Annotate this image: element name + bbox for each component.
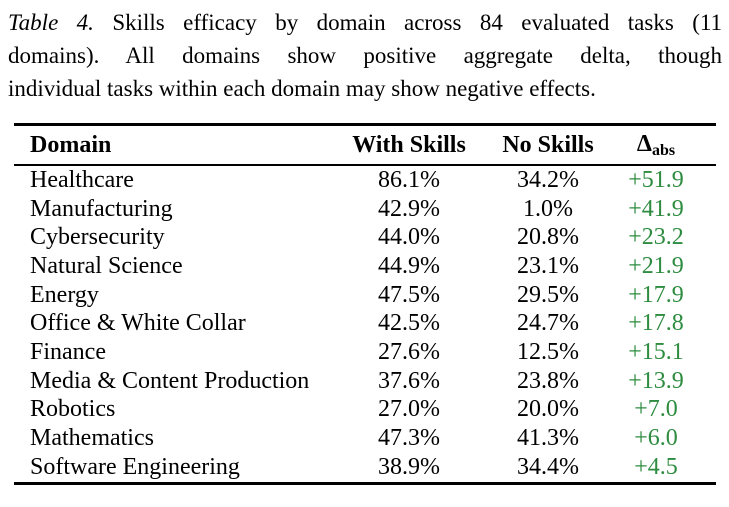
no-skills-cell: 41.3%	[517, 425, 579, 452]
delta-cell: +23.2	[628, 224, 684, 251]
delta-cell: +51.9	[628, 166, 684, 193]
table-mid-rule	[14, 164, 716, 166]
caption-line-1: Table 4. Skills efficacy by domain acros…	[8, 6, 722, 39]
delta-cell: +21.9	[628, 252, 684, 279]
no-skills-cell: 20.0%	[517, 396, 579, 423]
delta-cell: +17.8	[628, 310, 684, 337]
delta-cell: +41.9	[628, 195, 684, 222]
table-row: Energy 47.5% 29.5% +17.9	[14, 281, 716, 310]
header-domain: Domain	[30, 131, 112, 158]
table-row: Healthcare 86.1% 34.2% +51.9	[14, 166, 716, 195]
no-skills-cell: 23.1%	[517, 252, 579, 279]
domain-cell: Cybersecurity	[30, 224, 165, 251]
table-caption: Table 4. Skills efficacy by domain acros…	[8, 6, 722, 105]
domain-cell: Manufacturing	[30, 195, 173, 222]
table-row: Software Engineering 38.9% 34.4% +4.5	[14, 453, 716, 482]
table-top-rule	[14, 123, 716, 126]
delta-cell: +4.5	[634, 453, 678, 480]
header-with-skills: With Skills	[352, 131, 466, 158]
table-row: Manufacturing 42.9% 1.0% +41.9	[14, 195, 716, 224]
with-skills-cell: 37.6%	[378, 367, 440, 394]
no-skills-cell: 23.8%	[517, 367, 579, 394]
domain-cell: Energy	[30, 281, 99, 308]
with-skills-cell: 42.9%	[378, 195, 440, 222]
domain-cell: Robotics	[30, 396, 116, 423]
delta-cell: +7.0	[634, 396, 678, 423]
delta-subscript: abs	[651, 141, 676, 159]
table-row: Mathematics 47.3% 41.3% +6.0	[14, 424, 716, 453]
table-row: Cybersecurity 44.0% 20.8% +23.2	[14, 223, 716, 252]
header-delta-abs: Δabs	[606, 131, 706, 160]
domain-cell: Office & White Collar	[30, 310, 246, 337]
caption-line-2: domains). All domains show positive aggr…	[8, 43, 722, 68]
with-skills-cell: 27.6%	[378, 338, 440, 365]
domain-cell: Mathematics	[30, 425, 154, 452]
no-skills-cell: 20.8%	[517, 224, 579, 251]
delta-cell: +13.9	[628, 367, 684, 394]
with-skills-cell: 27.0%	[378, 396, 440, 423]
caption-line-1-text: Skills efficacy by domain across 84 eval…	[112, 10, 722, 35]
no-skills-cell: 34.4%	[517, 453, 579, 480]
no-skills-cell: 1.0%	[523, 195, 573, 222]
table-header-row: Domain With Skills No Skills Δabs	[14, 126, 716, 164]
delta-symbol: Δ	[636, 130, 652, 157]
table-row: Finance 27.6% 12.5% +15.1	[14, 338, 716, 367]
caption-line-3: individual tasks within each domain may …	[8, 76, 596, 101]
with-skills-cell: 47.5%	[378, 281, 440, 308]
table-row: Natural Science 44.9% 23.1% +21.9	[14, 252, 716, 281]
caption-label: Table 4.	[8, 10, 94, 35]
with-skills-cell: 44.0%	[378, 224, 440, 251]
domain-cell: Finance	[30, 338, 106, 365]
table-body: Healthcare 86.1% 34.2% +51.9 Manufacturi…	[0, 166, 729, 482]
no-skills-cell: 12.5%	[517, 338, 579, 365]
table-row: Robotics 27.0% 20.0% +7.0	[14, 396, 716, 425]
domain-cell: Natural Science	[30, 252, 183, 279]
domain-cell: Media & Content Production	[30, 367, 310, 394]
with-skills-cell: 38.9%	[378, 453, 440, 480]
with-skills-cell: 44.9%	[378, 252, 440, 279]
with-skills-cell: 42.5%	[378, 310, 440, 337]
header-no-skills: No Skills	[502, 131, 594, 158]
delta-cell: +17.9	[628, 281, 684, 308]
table-row: Media & Content Production 37.6% 23.8% +…	[14, 367, 716, 396]
domain-cell: Healthcare	[30, 166, 134, 193]
no-skills-cell: 34.2%	[517, 166, 579, 193]
domain-cell: Software Engineering	[30, 453, 240, 480]
delta-cell: +6.0	[634, 425, 678, 452]
no-skills-cell: 29.5%	[517, 281, 579, 308]
table-bottom-rule	[14, 481, 716, 485]
with-skills-cell: 86.1%	[378, 166, 440, 193]
no-skills-cell: 24.7%	[517, 310, 579, 337]
table-row: Office & White Collar 42.5% 24.7% +17.8	[14, 309, 716, 338]
delta-cell: +15.1	[628, 338, 684, 365]
with-skills-cell: 47.3%	[378, 425, 440, 452]
